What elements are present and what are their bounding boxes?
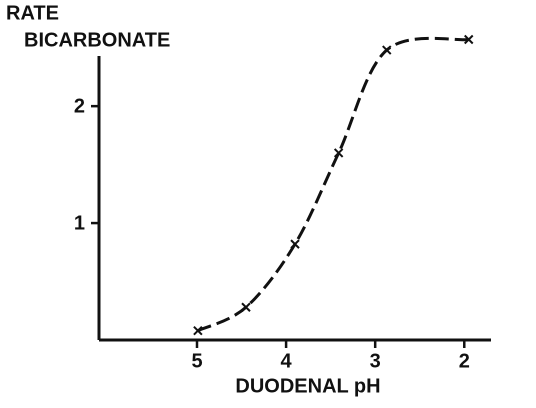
x-tick-label: 5	[191, 350, 202, 372]
marker	[333, 148, 344, 158]
y-tick-label: 1	[74, 212, 85, 234]
marker	[193, 325, 203, 336]
y-tick-label: 2	[74, 95, 85, 117]
y-axis-label: RATE	[6, 2, 59, 24]
marker	[382, 45, 392, 55]
marker	[464, 34, 474, 45]
curve	[197, 36, 469, 333]
y-axis-label: BICARBONATE	[24, 29, 170, 51]
x-tick-label: 4	[281, 350, 293, 372]
marker	[241, 302, 251, 312]
marker	[290, 239, 300, 249]
x-axis-label: DUODENAL pH	[235, 375, 380, 397]
x-tick-label: 3	[370, 350, 381, 372]
x-tick-label: 2	[459, 350, 470, 372]
